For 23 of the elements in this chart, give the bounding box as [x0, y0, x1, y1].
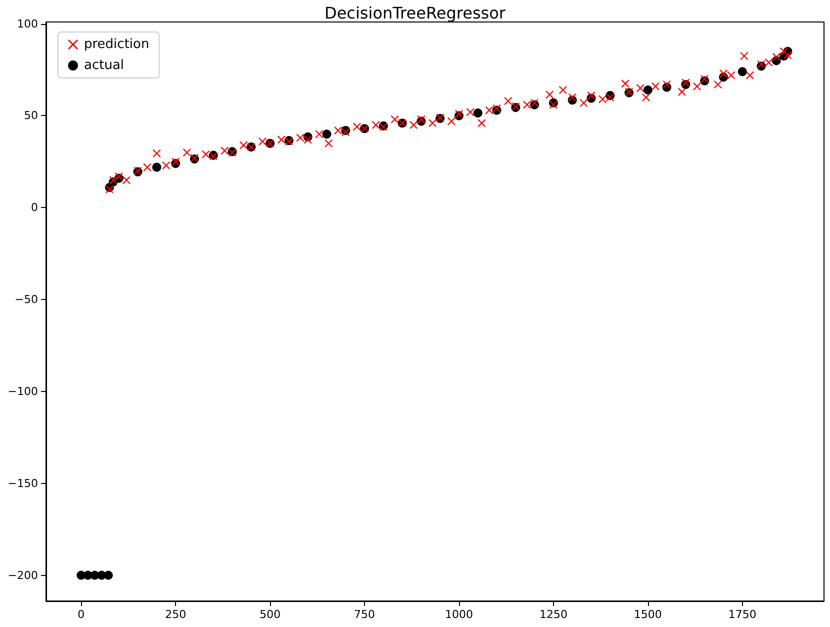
legend-label: prediction [84, 37, 150, 52]
x-tick-label: 250 [165, 608, 186, 621]
y-tick-label: 50 [24, 109, 38, 122]
point [643, 86, 652, 95]
chart-title: DecisionTreeRegressor [324, 4, 506, 22]
y-tick-label: −100 [8, 384, 38, 398]
x-tick-label: 500 [260, 608, 281, 621]
y-tick-label: −200 [8, 568, 38, 582]
y-tick-label: 0 [31, 201, 38, 214]
x-tick-label: 1500 [634, 608, 662, 621]
y-tick-label: 100 [17, 17, 38, 30]
x-tick-label: 750 [354, 608, 376, 621]
point [738, 67, 747, 76]
x-tick-label: 1000 [444, 608, 473, 621]
x-tick-label: 0 [78, 608, 85, 621]
point [322, 130, 332, 139]
x-tick-label: 1250 [539, 608, 568, 621]
legend-label: actual [84, 58, 124, 73]
point [473, 108, 482, 118]
point [152, 162, 162, 172]
y-tick-label: −50 [14, 293, 38, 306]
y-tick-label: −150 [8, 476, 38, 490]
x-tick-label: 1750 [728, 608, 756, 621]
